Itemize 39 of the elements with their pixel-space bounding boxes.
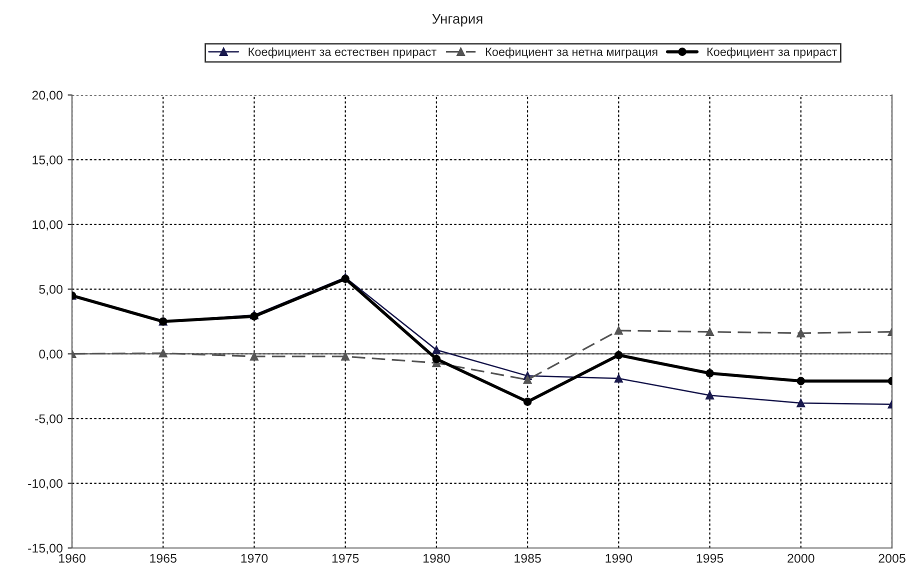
chart-title: Унгария [432, 14, 482, 26]
x-tick-label: 1960 [59, 554, 86, 563]
y-tick-label: 0,00 [39, 350, 62, 360]
y-tick-label: 15,00 [32, 156, 62, 166]
point [796, 328, 806, 338]
point [523, 376, 532, 384]
point [706, 369, 714, 378]
x-tick-label: 1965 [150, 554, 176, 563]
x-tick-label: 1975 [332, 554, 359, 563]
point [341, 274, 350, 283]
legend-label: Коефициент за естествен прираст [248, 47, 436, 58]
y-tick-label: 5,00 [39, 284, 62, 296]
point [158, 349, 168, 358]
x-tick-label: 1970 [241, 554, 268, 563]
y-tick-label: 10,00 [32, 220, 62, 231]
x-tick-label: 1995 [696, 554, 724, 563]
x-tick-label: 1980 [423, 554, 450, 563]
y-tick-label: -5,00 [35, 414, 62, 425]
point [796, 398, 806, 408]
point [432, 354, 441, 364]
x-tick-label: 2000 [788, 554, 814, 563]
point [614, 374, 623, 383]
point [614, 326, 623, 335]
point [706, 328, 714, 336]
y-tick-label: -10,00 [28, 479, 62, 490]
point [706, 391, 714, 400]
point [341, 352, 350, 361]
x-tick-label: 1985 [514, 554, 541, 563]
point [432, 346, 441, 354]
x-tick-label: 2005 [878, 554, 906, 563]
point [250, 352, 258, 361]
point [614, 350, 623, 360]
y-tick-label: 20,00 [32, 90, 62, 102]
point [523, 398, 532, 406]
legend-label: Коефициент за прираст [707, 47, 837, 58]
point [796, 376, 806, 386]
y-tick-label: -15,00 [28, 544, 62, 554]
legend-label: Коефициент за нетна миграция [486, 47, 658, 58]
x-tick-label: 1990 [606, 554, 632, 563]
